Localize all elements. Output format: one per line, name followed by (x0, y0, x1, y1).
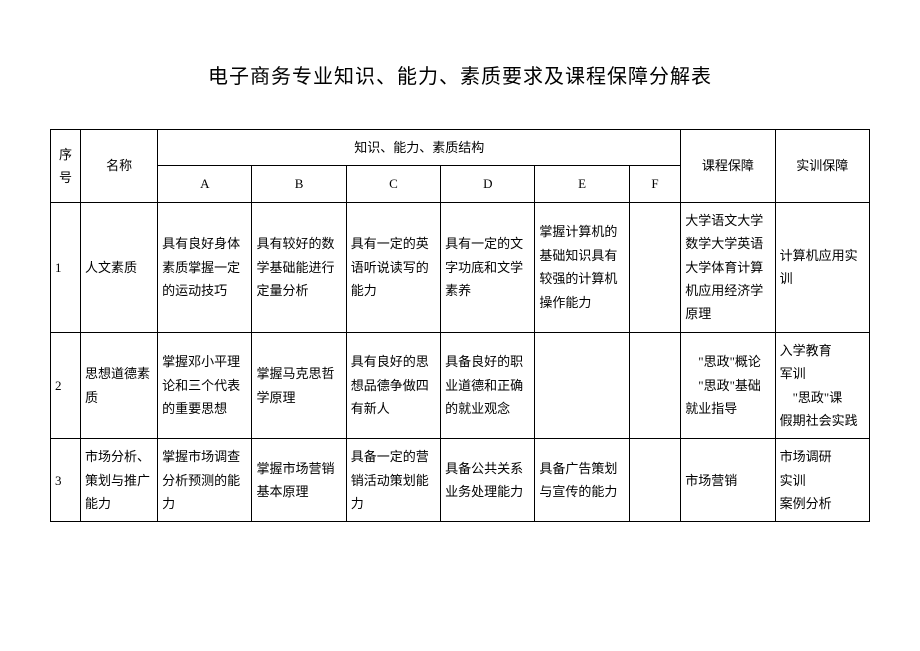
header-train: 实训保障 (775, 130, 869, 203)
cell-d: 具有一定的文字功底和文学素养 (441, 202, 535, 332)
table-row: 2 思想道德素质 掌握邓小平理论和三个代表的重要思想 掌握马克思哲学原理 具有良… (51, 332, 870, 439)
curriculum-table: 序号 名称 知识、能力、素质结构 课程保障 实训保障 A B C D E F 1… (50, 129, 870, 522)
cell-b: 掌握马克思哲学原理 (252, 332, 346, 439)
cell-d: 具备良好的职业道德和正确的就业观念 (441, 332, 535, 439)
table-row: 1 人文素质 具有良好身体素质掌握一定的运动技巧 具有较好的数学基础能进行定量分… (51, 202, 870, 332)
cell-b: 掌握市场营销基本原理 (252, 439, 346, 522)
cell-b: 具有较好的数学基础能进行定量分析 (252, 202, 346, 332)
header-sub-f: F (629, 166, 681, 202)
cell-course: "思政"概论 "思政"基础 就业指导 (681, 332, 775, 439)
cell-name: 人文素质 (81, 202, 158, 332)
cell-seq: 3 (51, 439, 81, 522)
header-structure: 知识、能力、素质结构 (158, 130, 681, 166)
header-sub-d: D (441, 166, 535, 202)
header-sub-e: E (535, 166, 629, 202)
cell-f (629, 202, 681, 332)
header-sub-a: A (158, 166, 252, 202)
cell-train: 计算机应用实训 (775, 202, 869, 332)
cell-f (629, 332, 681, 439)
cell-c: 具有一定的英语听说读写的能力 (346, 202, 440, 332)
cell-train: 市场调研 实训 案例分析 (775, 439, 869, 522)
cell-name: 市场分析、策划与推广能力 (81, 439, 158, 522)
header-seq: 序号 (51, 130, 81, 203)
cell-d: 具备公共关系业务处理能力 (441, 439, 535, 522)
cell-a: 掌握市场调查分析预测的能力 (158, 439, 252, 522)
cell-e (535, 332, 629, 439)
cell-c: 具有良好的思想品德争做四有新人 (346, 332, 440, 439)
page-title: 电子商务专业知识、能力、素质要求及课程保障分解表 (50, 60, 870, 89)
header-sub-c: C (346, 166, 440, 202)
cell-a: 具有良好身体素质掌握一定的运动技巧 (158, 202, 252, 332)
cell-a: 掌握邓小平理论和三个代表的重要思想 (158, 332, 252, 439)
header-name: 名称 (81, 130, 158, 203)
cell-course: 市场营销 (681, 439, 775, 522)
cell-e: 掌握计算机的基础知识具有较强的计算机操作能力 (535, 202, 629, 332)
header-course: 课程保障 (681, 130, 775, 203)
table-row: 3 市场分析、策划与推广能力 掌握市场调查分析预测的能力 掌握市场营销基本原理 … (51, 439, 870, 522)
cell-name: 思想道德素质 (81, 332, 158, 439)
header-row-1: 序号 名称 知识、能力、素质结构 课程保障 实训保障 (51, 130, 870, 166)
cell-seq: 2 (51, 332, 81, 439)
cell-e: 具备广告策划与宣传的能力 (535, 439, 629, 522)
header-sub-b: B (252, 166, 346, 202)
cell-seq: 1 (51, 202, 81, 332)
cell-train: 入学教育 军训 "思政"课 假期社会实践 (775, 332, 869, 439)
cell-f (629, 439, 681, 522)
cell-course: 大学语文大学数学大学英语大学体育计算机应用经济学原理 (681, 202, 775, 332)
cell-c: 具备一定的营销活动策划能力 (346, 439, 440, 522)
